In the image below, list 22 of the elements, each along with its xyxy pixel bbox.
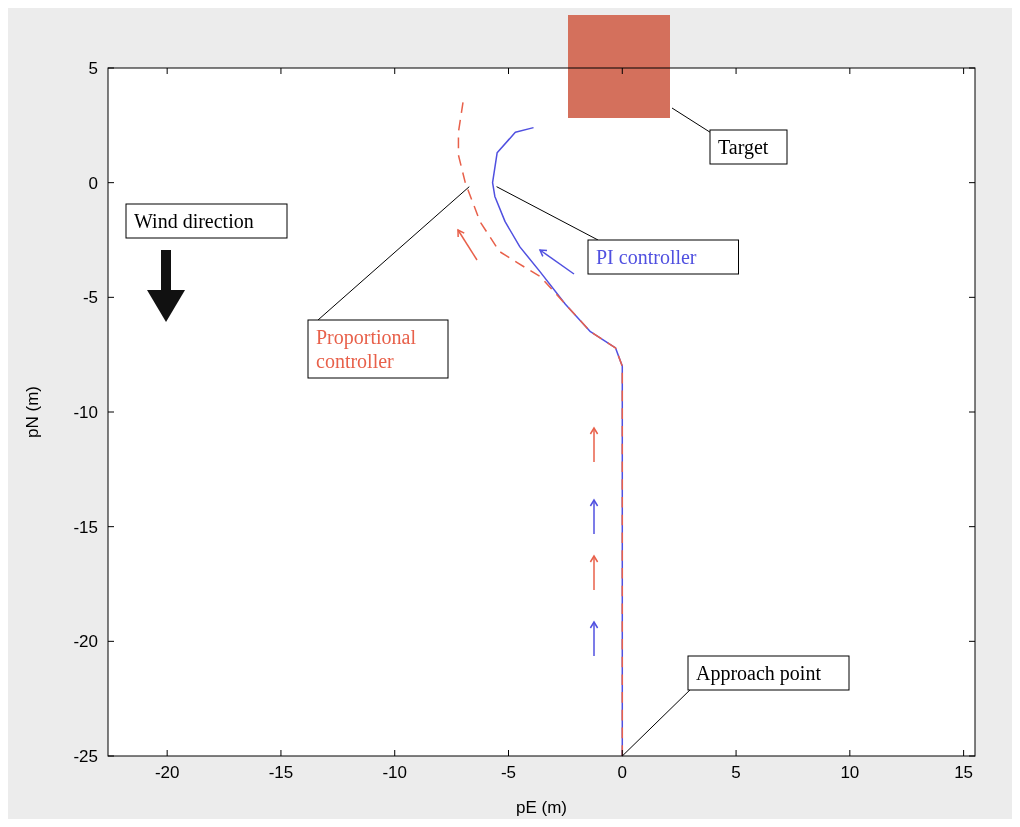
x-tick-label: -15 bbox=[268, 763, 294, 782]
x-axis-title: pE (m) bbox=[516, 798, 567, 817]
annotation: Wind direction bbox=[134, 210, 254, 232]
x-tick-label: -10 bbox=[382, 763, 408, 782]
y-tick-label: -20 bbox=[73, 632, 98, 652]
y-tick-label: 0 bbox=[88, 173, 98, 193]
y-tick-label: -15 bbox=[73, 517, 98, 537]
y-tick-label: 5 bbox=[88, 59, 98, 78]
y-tick-label: -10 bbox=[73, 403, 98, 422]
x-tick-label: -20 bbox=[154, 763, 180, 782]
y-tick-label: -25 bbox=[73, 747, 98, 766]
x-tick-label: 0 bbox=[617, 763, 628, 782]
text: Proportional controller bbox=[316, 326, 417, 372]
x-tick-label: 15 bbox=[954, 763, 974, 782]
annotation: Target bbox=[718, 136, 769, 159]
x-tick-label: 10 bbox=[840, 763, 860, 782]
annotation: Approach point bbox=[696, 662, 822, 685]
x-tick-label: 5 bbox=[731, 763, 741, 782]
x-tick-label: -5 bbox=[500, 763, 517, 782]
y-axis-title: pN (m) bbox=[23, 386, 42, 438]
legend-label: PI controller bbox=[596, 246, 697, 268]
y-tick-label: -5 bbox=[82, 288, 98, 308]
